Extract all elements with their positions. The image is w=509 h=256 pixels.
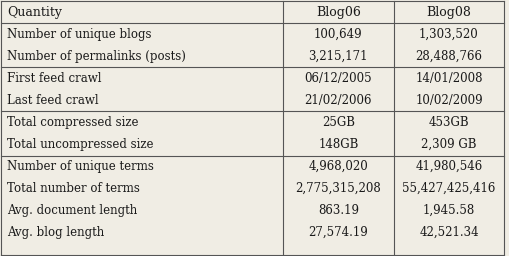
Text: 453GB: 453GB xyxy=(429,116,469,129)
Text: 27,574.19: 27,574.19 xyxy=(308,226,368,239)
Text: Number of permalinks (posts): Number of permalinks (posts) xyxy=(8,50,186,63)
Text: 25GB: 25GB xyxy=(322,116,355,129)
Text: 55,427,425,416: 55,427,425,416 xyxy=(402,182,496,195)
Text: Number of unique terms: Number of unique terms xyxy=(8,160,154,173)
Text: 1,303,520: 1,303,520 xyxy=(419,28,479,41)
Text: 4,968,020: 4,968,020 xyxy=(308,160,368,173)
Text: Total compressed size: Total compressed size xyxy=(8,116,139,129)
Text: 3,215,171: 3,215,171 xyxy=(308,50,368,63)
Text: 14/01/2008: 14/01/2008 xyxy=(415,72,483,85)
Text: 41,980,546: 41,980,546 xyxy=(415,160,483,173)
Text: 28,488,766: 28,488,766 xyxy=(415,50,483,63)
Text: Quantity: Quantity xyxy=(8,6,63,19)
Text: 1,945.58: 1,945.58 xyxy=(423,204,475,217)
Text: First feed crawl: First feed crawl xyxy=(8,72,102,85)
Text: 148GB: 148GB xyxy=(318,138,358,151)
Text: Blog08: Blog08 xyxy=(427,6,471,19)
Text: Blog06: Blog06 xyxy=(316,6,361,19)
Text: 2,309 GB: 2,309 GB xyxy=(421,138,477,151)
Text: Last feed crawl: Last feed crawl xyxy=(8,94,99,107)
Text: 10/02/2009: 10/02/2009 xyxy=(415,94,483,107)
Text: 2,775,315,208: 2,775,315,208 xyxy=(296,182,381,195)
Text: 100,649: 100,649 xyxy=(314,28,362,41)
Text: 21/02/2006: 21/02/2006 xyxy=(304,94,372,107)
Text: 42,521.34: 42,521.34 xyxy=(419,226,479,239)
Text: 06/12/2005: 06/12/2005 xyxy=(304,72,372,85)
Text: Avg. blog length: Avg. blog length xyxy=(8,226,105,239)
Text: 863.19: 863.19 xyxy=(318,204,359,217)
Text: Number of unique blogs: Number of unique blogs xyxy=(8,28,152,41)
Text: Total number of terms: Total number of terms xyxy=(8,182,140,195)
Text: Avg. document length: Avg. document length xyxy=(8,204,137,217)
Text: Total uncompressed size: Total uncompressed size xyxy=(8,138,154,151)
